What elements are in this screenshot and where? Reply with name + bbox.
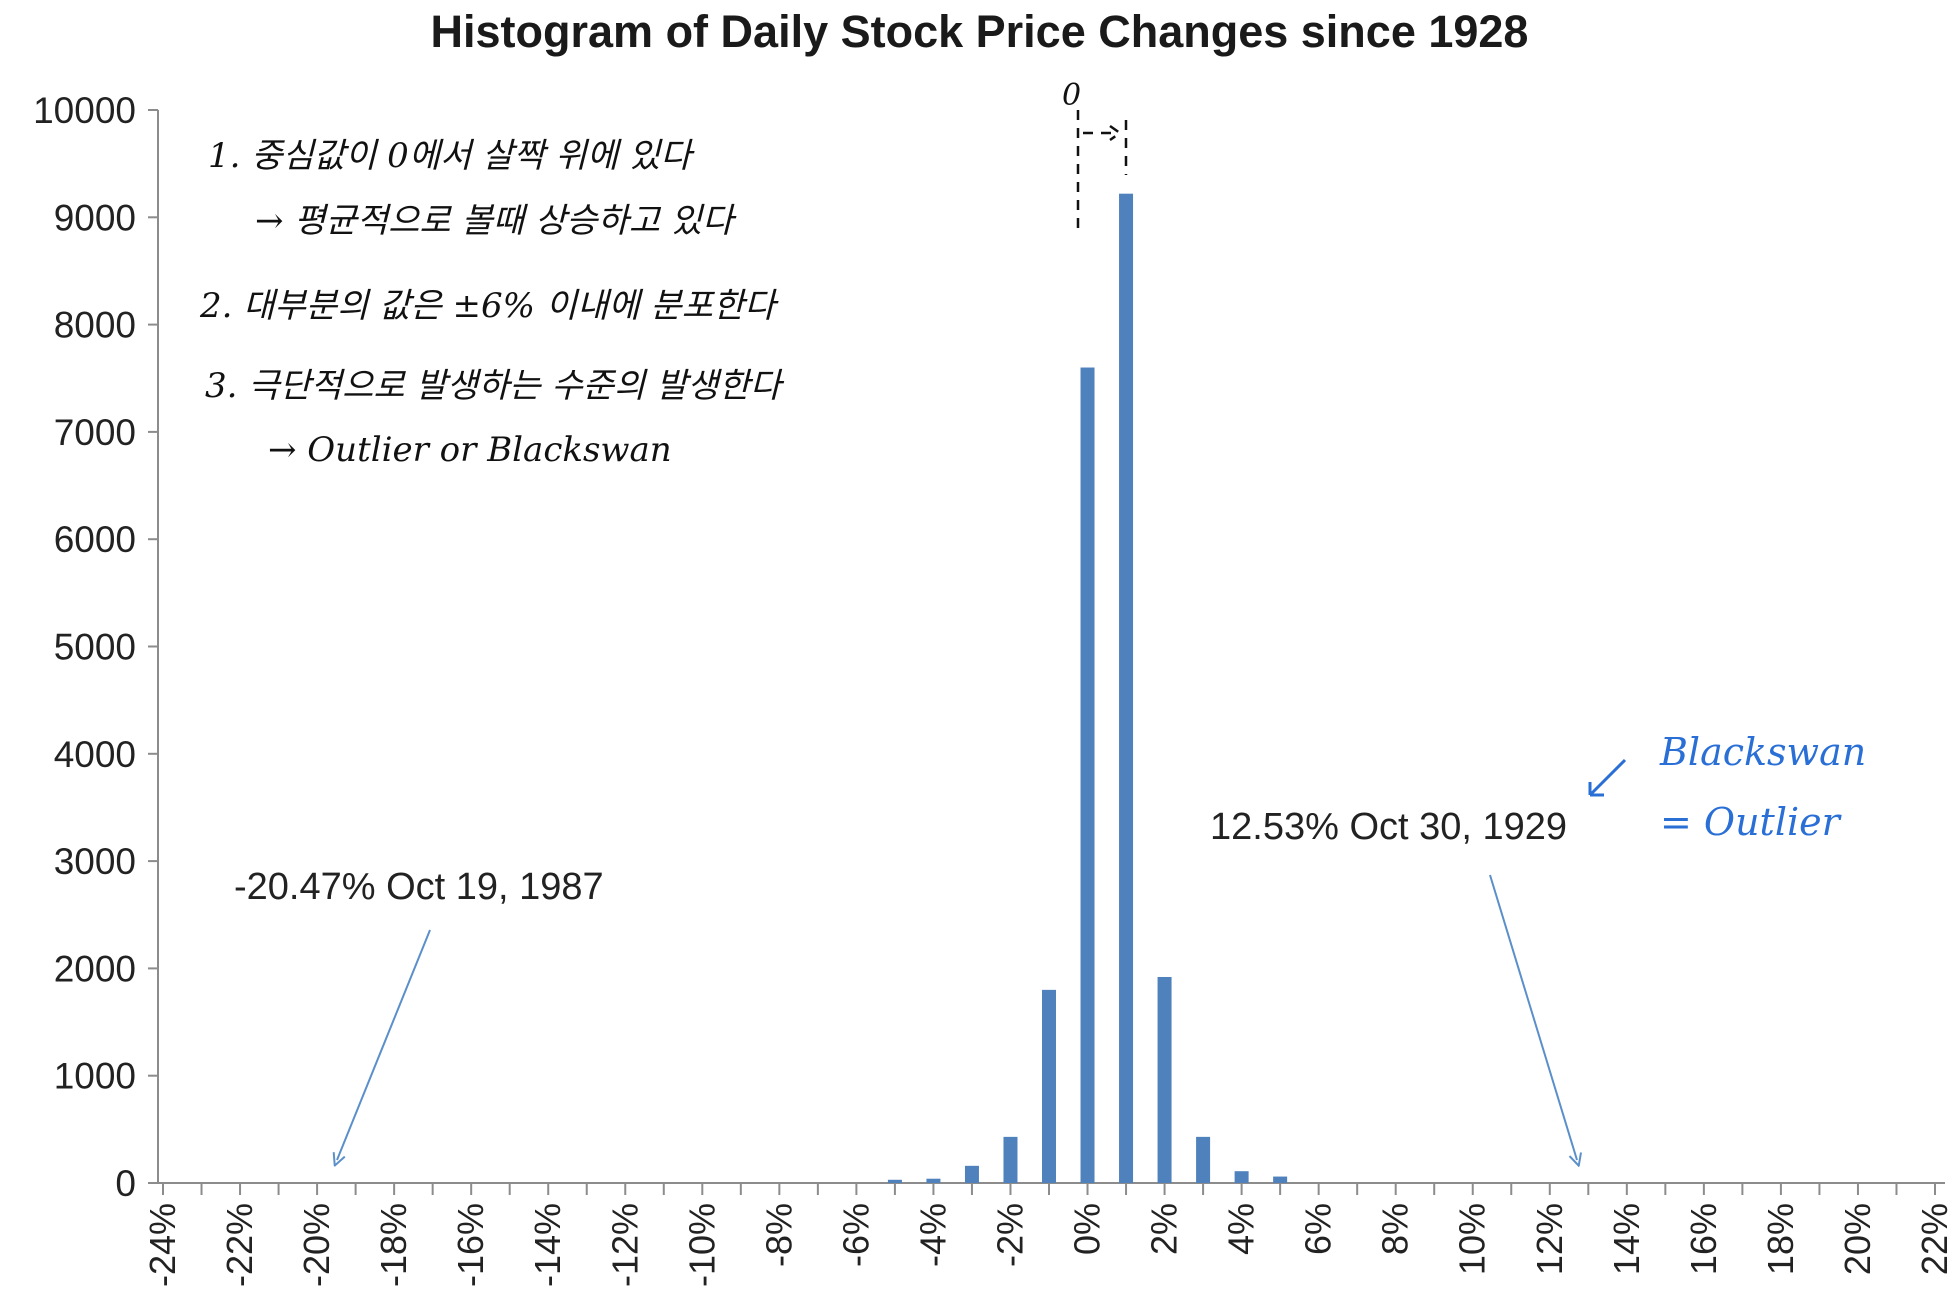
right-annotation-arrow [1489, 874, 1577, 1160]
histogram-bar [964, 1165, 979, 1183]
y-tick-label: 9000 [54, 197, 136, 238]
x-tick-label: -2% [989, 1203, 1030, 1267]
y-tick-label: 7000 [54, 412, 136, 453]
y-tick-label: 3000 [54, 841, 136, 882]
handwritten-zero-mark: 0 [1062, 78, 1082, 113]
left-annotation-label: -20.47% Oct 19, 1987 [234, 866, 604, 908]
x-tick-label: -14% [527, 1203, 568, 1287]
x-tick-label: 16% [1683, 1203, 1724, 1275]
axes-group: 0 1000 2000 3000 4000 5000 6000 7000 8000 9000 100… [33, 90, 1955, 1287]
x-tick-label: 2% [1144, 1203, 1185, 1255]
x-tick-label: -24% [142, 1203, 183, 1287]
y-tick-label: 10000 [33, 90, 136, 131]
histogram-bar [1196, 1136, 1211, 1183]
x-tick-label: 12% [1529, 1203, 1570, 1275]
histogram-bar [1003, 1136, 1018, 1183]
handwritten-note-2: → 평균적으로 볼때 상승하고 있다 [255, 201, 734, 241]
left-annotation-arrow [337, 929, 431, 1160]
y-tick-label: 6000 [54, 519, 136, 560]
x-tick-label: -4% [912, 1203, 953, 1267]
x-tick-label: 22% [1914, 1203, 1955, 1275]
x-tick-label: -6% [835, 1203, 876, 1267]
zero-offset-bracket-icon [1076, 110, 1128, 230]
x-tick-label: 14% [1606, 1203, 1647, 1275]
y-tick-label: 1000 [54, 1056, 136, 1097]
x-tick-label: -18% [373, 1203, 414, 1287]
x-tick-label: -8% [758, 1203, 799, 1267]
histogram-bar [1119, 193, 1134, 1184]
handwritten-outlier: = Outlier [1660, 800, 1840, 844]
x-tick-label: 4% [1221, 1203, 1262, 1255]
handwritten-note-3: 2. 대부분의 값은 ±6% 이내에 분포한다 [200, 286, 776, 326]
blue-arrow-icon [1588, 758, 1627, 797]
x-tick-label: -22% [219, 1203, 260, 1287]
handwritten-blackswan: Blackswan [1660, 730, 1867, 774]
x-tick-label: 0% [1067, 1203, 1108, 1255]
y-tick-label: 8000 [54, 305, 136, 346]
histogram-bar [926, 1178, 941, 1183]
x-tick-label: -16% [450, 1203, 491, 1287]
x-tick-label: 6% [1298, 1203, 1339, 1255]
y-tick-label: 4000 [54, 734, 136, 775]
chart-title: Histogram of Daily Stock Price Changes s… [430, 6, 1529, 57]
y-tick-label: 2000 [54, 948, 136, 989]
histogram-bar [1273, 1176, 1288, 1183]
right-annotation-label: 12.53% Oct 30, 1929 [1210, 806, 1568, 848]
histogram-bar [1080, 367, 1095, 1183]
handwritten-note-5: → Outlier or Blackswan [268, 430, 672, 470]
histogram-bar [887, 1179, 902, 1183]
x-tick-label: 8% [1375, 1203, 1416, 1255]
x-tick-label: -10% [681, 1203, 722, 1287]
handwritten-note-1: 1. 중심값이 0에서 살짝 위에 있다 [208, 136, 692, 176]
histogram-bar [1157, 976, 1172, 1183]
x-tick-label: 20% [1837, 1203, 1878, 1275]
histogram-bar [1042, 989, 1056, 1183]
y-tick-label: 0 [115, 1163, 136, 1204]
bars-group [887, 193, 1288, 1184]
x-tick-label: -20% [296, 1203, 337, 1287]
x-tick-label: 10% [1452, 1203, 1493, 1275]
annotation-arrows [337, 110, 1627, 1160]
x-tick-label: 18% [1760, 1203, 1801, 1275]
x-tick-label: -12% [604, 1203, 645, 1287]
handwritten-note-4: 3. 극단적으로 발생하는 수준의 발생한다 [205, 366, 782, 406]
y-tick-label: 5000 [54, 627, 136, 668]
histogram-bar [1234, 1171, 1249, 1183]
